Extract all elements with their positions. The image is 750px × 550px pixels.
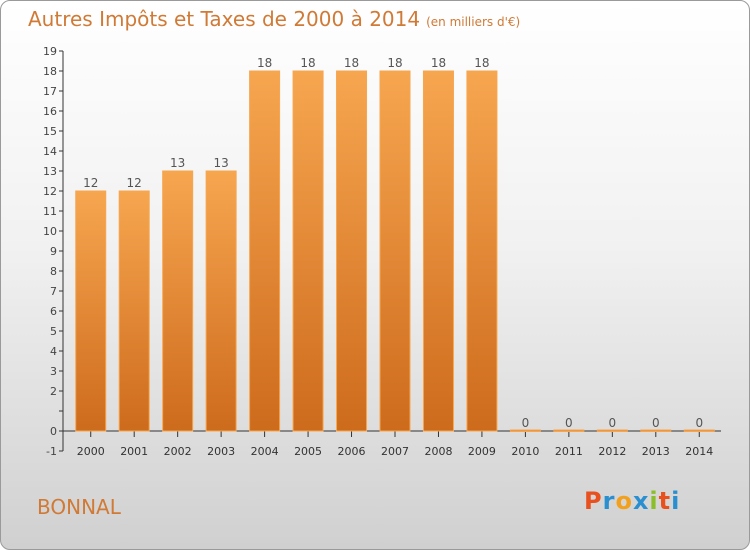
data-label: 18: [474, 56, 489, 70]
logo-letter: x: [632, 487, 650, 515]
y-tick-label: 18: [43, 65, 57, 78]
bar-2014: [683, 429, 715, 432]
bar-2013: [640, 429, 672, 432]
data-label: 18: [300, 56, 315, 70]
logo-letter: r: [602, 487, 616, 515]
y-tick-label: 17: [43, 85, 57, 98]
data-label: 0: [609, 416, 617, 430]
bar-2012: [596, 429, 628, 432]
axes: -1 0 2 3 4 5 6 7 8 9 10 11 12 13 14 15 16 17 18 19: [43, 45, 721, 458]
y-tick-label: 8: [50, 265, 57, 278]
x-tick-label: 2007: [381, 445, 409, 458]
data-label: 18: [344, 56, 359, 70]
y-tick-label: 19: [43, 45, 57, 58]
bar-2003: [205, 170, 237, 432]
commune-name: BONNAL: [37, 495, 121, 519]
logo-letter: i: [649, 487, 659, 515]
bar-2011: [553, 429, 585, 432]
chart-subtitle: (en milliers d'€): [426, 15, 521, 29]
data-label: 0: [565, 416, 573, 430]
data-label: 13: [170, 156, 185, 170]
y-tick-label: 2: [50, 385, 57, 398]
x-tick-label: 2014: [685, 445, 713, 458]
x-tick-label: 2003: [207, 445, 235, 458]
y-tick-label: 10: [43, 225, 57, 238]
data-label: 18: [257, 56, 272, 70]
y-tick-label: 0: [50, 425, 57, 438]
y-tick-label: 14: [43, 145, 57, 158]
y-tick-label: 4: [50, 345, 57, 358]
bar-2007: [379, 70, 411, 432]
data-label: 18: [431, 56, 446, 70]
bar-2010: [509, 429, 541, 432]
y-tick-label: 7: [50, 285, 57, 298]
x-tick-label: 2009: [468, 445, 496, 458]
bar-2006: [336, 70, 368, 432]
y-tick-label: 6: [50, 305, 57, 318]
bar-2009: [466, 70, 498, 432]
x-tick-label: 2008: [424, 445, 452, 458]
y-tick-label: 9: [50, 245, 57, 258]
data-label: 12: [127, 176, 142, 190]
logo-letter: P: [584, 487, 603, 515]
x-tick-label: 2011: [555, 445, 583, 458]
y-tick-label: 16: [43, 105, 57, 118]
bar-2004: [249, 70, 281, 432]
x-tick-label: 2013: [642, 445, 670, 458]
y-tick-label: 13: [43, 165, 57, 178]
data-label: 13: [213, 156, 228, 170]
x-tick-label: 2012: [598, 445, 626, 458]
x-tick-label: 2006: [338, 445, 366, 458]
y-tick-label: 15: [43, 125, 57, 138]
logo-letter: o: [615, 487, 633, 515]
x-tick-label: 2000: [77, 445, 105, 458]
y-tick-label: 12: [43, 185, 57, 198]
data-label: 0: [695, 416, 703, 430]
data-label: 12: [83, 176, 98, 190]
logo-letter: i: [671, 487, 681, 515]
data-label: 0: [652, 416, 660, 430]
x-tick-label: 2002: [164, 445, 192, 458]
bar-2002: [162, 170, 194, 432]
data-label: 18: [387, 56, 402, 70]
bar-2005: [292, 70, 324, 432]
bar-2000: [75, 190, 107, 432]
x-tick-label: 2001: [120, 445, 148, 458]
logo-letter: t: [658, 487, 672, 515]
proxiti-logo: Proxiti: [584, 487, 680, 515]
x-tick-label: 2005: [294, 445, 322, 458]
bar-2001: [118, 190, 150, 432]
chart-title-text: Autres Impôts et Taxes de 2000 à 2014: [28, 7, 421, 31]
bar-2008: [422, 70, 454, 432]
y-tick-label: -1: [46, 445, 57, 458]
y-tick-label: 5: [50, 325, 57, 338]
y-tick-label: 11: [43, 205, 57, 218]
x-tick-label: 2004: [251, 445, 279, 458]
data-label: 0: [522, 416, 530, 430]
bars: [75, 70, 715, 432]
x-tick-label: 2010: [511, 445, 539, 458]
chart-title: Autres Impôts et Taxes de 2000 à 2014 (en…: [28, 7, 520, 31]
bar-labels: 2000 12 2001 12 2002 13 2003 13 2004 18 2005 18 2006…: [77, 56, 714, 458]
y-tick-label: 3: [50, 365, 57, 378]
